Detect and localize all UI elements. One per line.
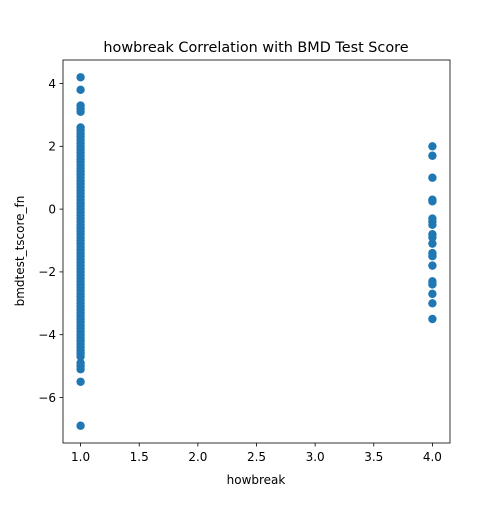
- x-tick-label: 2.5: [247, 450, 266, 464]
- y-tick-label: 4: [48, 77, 56, 91]
- data-point: [76, 377, 85, 386]
- y-tick-label: −2: [38, 265, 56, 279]
- x-tick-label: 4.0: [423, 450, 442, 464]
- data-point: [76, 421, 85, 430]
- data-point: [76, 365, 85, 374]
- data-point: [428, 239, 437, 248]
- data-point: [76, 352, 85, 361]
- data-point: [428, 299, 437, 308]
- data-point: [428, 197, 437, 206]
- data-point: [428, 261, 437, 270]
- x-tick-label: 1.0: [71, 450, 90, 464]
- y-tick-label: 0: [48, 202, 56, 216]
- x-tick-label: 3.0: [306, 450, 325, 464]
- points-layer: [76, 73, 437, 430]
- x-tick-label: 1.5: [130, 450, 149, 464]
- data-point: [428, 280, 437, 289]
- data-point: [76, 107, 85, 117]
- y-axis-label: bmdtest_tscore_fn: [13, 196, 27, 307]
- data-point: [428, 314, 437, 324]
- x-tick-label: 3.5: [364, 450, 383, 464]
- data-point: [428, 233, 437, 242]
- y-tick-label: −4: [38, 328, 56, 342]
- data-point: [428, 252, 437, 261]
- data-point: [428, 173, 437, 182]
- data-point: [428, 142, 437, 151]
- x-axis-ticks: 1.0 1.5 2.0 2.5 3.0 3.5 4.0: [71, 443, 442, 464]
- y-tick-label: −6: [38, 391, 56, 405]
- data-point: [428, 151, 437, 160]
- data-point: [76, 85, 85, 95]
- x-tick-label: 2.0: [188, 450, 207, 464]
- data-point: [76, 73, 85, 82]
- chart-title: howbreak Correlation with BMD Test Score: [103, 40, 408, 56]
- x-axis-label: howbreak: [227, 473, 286, 487]
- y-tick-label: 2: [48, 140, 56, 154]
- data-point: [428, 220, 437, 230]
- data-point: [428, 289, 437, 299]
- y-axis-ticks: −6 −4 −2 0 2 4: [38, 77, 63, 405]
